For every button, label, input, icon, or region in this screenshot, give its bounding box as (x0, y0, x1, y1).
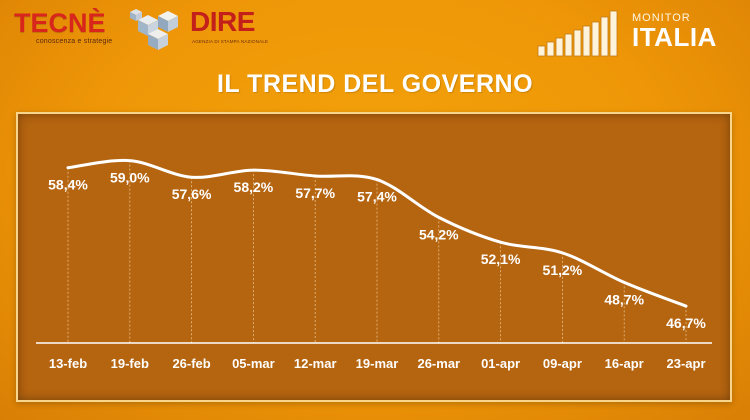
data-label: 58,4% (48, 177, 88, 193)
dire-tagline: AGENZIA DI STAMPA NAZIONALE (192, 39, 269, 44)
data-label: 58,2% (234, 179, 274, 195)
x-tick-label: 13-feb (49, 356, 87, 371)
data-label: 51,2% (543, 262, 583, 278)
tecne-logo-text: TECNÈ (14, 8, 106, 38)
data-label: 57,4% (357, 189, 397, 205)
series-line (66, 158, 688, 308)
data-label: 54,2% (419, 226, 459, 242)
data-label: 46,7% (666, 315, 706, 331)
italia-label: ITALIA (632, 22, 717, 52)
x-tick-label: 16-apr (605, 356, 644, 371)
x-tick-label: 05-mar (232, 356, 275, 371)
x-tick-label: 26-mar (417, 356, 460, 371)
data-label: 48,7% (604, 291, 644, 307)
x-tick-label: 12-mar (294, 356, 337, 371)
x-tick-label: 23-apr (666, 356, 705, 371)
tecne-logo: TECNÈ conoscenza e strategie (14, 8, 126, 48)
line-chart: 58,4% 59,0% 57,6% 58,2% 57,7% 57,4% 54,2% 52,1%… (36, 158, 712, 371)
data-label: 57,7% (295, 185, 335, 201)
dire-logo: DIRE AGENZIA DI STAMPA NAZIONALE (190, 6, 268, 50)
tecne-tagline: conoscenza e strategie (36, 38, 113, 45)
data-label: 52,1% (481, 251, 521, 267)
x-tick-label: 26-feb (172, 356, 210, 371)
chart-title: IL TREND DEL GOVERNO (216, 70, 534, 98)
x-tick-label: 19-mar (356, 356, 399, 371)
dire-logo-text: DIRE (190, 6, 255, 37)
monitor-bars-icon (537, 10, 618, 57)
data-label: 57,6% (172, 186, 212, 202)
monitor-label: MONITOR (632, 12, 691, 24)
x-tick-label: 09-apr (543, 356, 582, 371)
cubes-logo-icon (130, 9, 178, 50)
x-tick-label: 19-feb (111, 356, 149, 371)
x-tick-label: 01-apr (481, 356, 520, 371)
data-label: 59,0% (110, 170, 150, 186)
